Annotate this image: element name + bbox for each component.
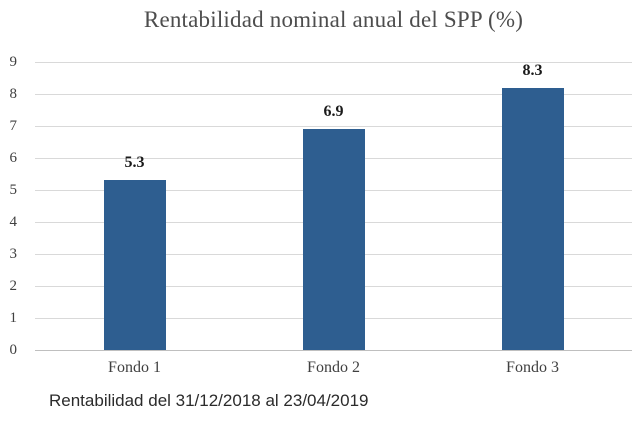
bar-group-fondo-2: 6.9 bbox=[234, 62, 433, 350]
x-category-label: Fondo 3 bbox=[506, 359, 559, 376]
chart-caption: Rentabilidad del 31/12/2018 al 23/04/201… bbox=[49, 391, 369, 410]
bar-series: 5.3 6.9 8.3 bbox=[35, 62, 632, 350]
x-category-label: Fondo 2 bbox=[307, 359, 360, 376]
bar-group-fondo-3: 8.3 bbox=[433, 62, 632, 350]
y-tick-label: 3 bbox=[9, 246, 18, 262]
chart-title: Rentabilidad nominal anual del SPP (%) bbox=[143, 7, 524, 32]
gridline bbox=[35, 62, 632, 63]
x-axis: Fondo 1 Fondo 2 Fondo 3 bbox=[35, 359, 632, 377]
bar bbox=[103, 180, 166, 350]
y-tick-label: 2 bbox=[9, 278, 18, 294]
bar-value-label: 6.9 bbox=[323, 103, 344, 121]
y-tick-label: 8 bbox=[9, 86, 18, 102]
gridline bbox=[35, 126, 632, 127]
bar-value-label: 5.3 bbox=[124, 154, 145, 172]
bar-value-label: 8.3 bbox=[522, 62, 543, 79]
y-tick-label: 1 bbox=[9, 310, 18, 326]
y-tick-label: 0 bbox=[9, 342, 18, 358]
bar bbox=[501, 88, 564, 350]
y-tick-label: 5 bbox=[9, 182, 18, 198]
y-tick-label: 7 bbox=[9, 118, 18, 134]
y-tick-label: 4 bbox=[9, 214, 18, 230]
gridline bbox=[35, 94, 632, 95]
x-category-label: Fondo 1 bbox=[108, 359, 161, 376]
x-axis-line bbox=[35, 350, 632, 351]
y-axis: 9 8 7 6 5 4 3 2 1 0 bbox=[0, 53, 18, 359]
bar bbox=[302, 129, 365, 350]
bar-group-fondo-1: 5.3 bbox=[35, 62, 234, 350]
y-tick-label: 6 bbox=[9, 150, 18, 166]
plot-area: 5.3 6.9 8.3 bbox=[35, 62, 632, 351]
y-tick-label: 9 bbox=[9, 54, 18, 70]
